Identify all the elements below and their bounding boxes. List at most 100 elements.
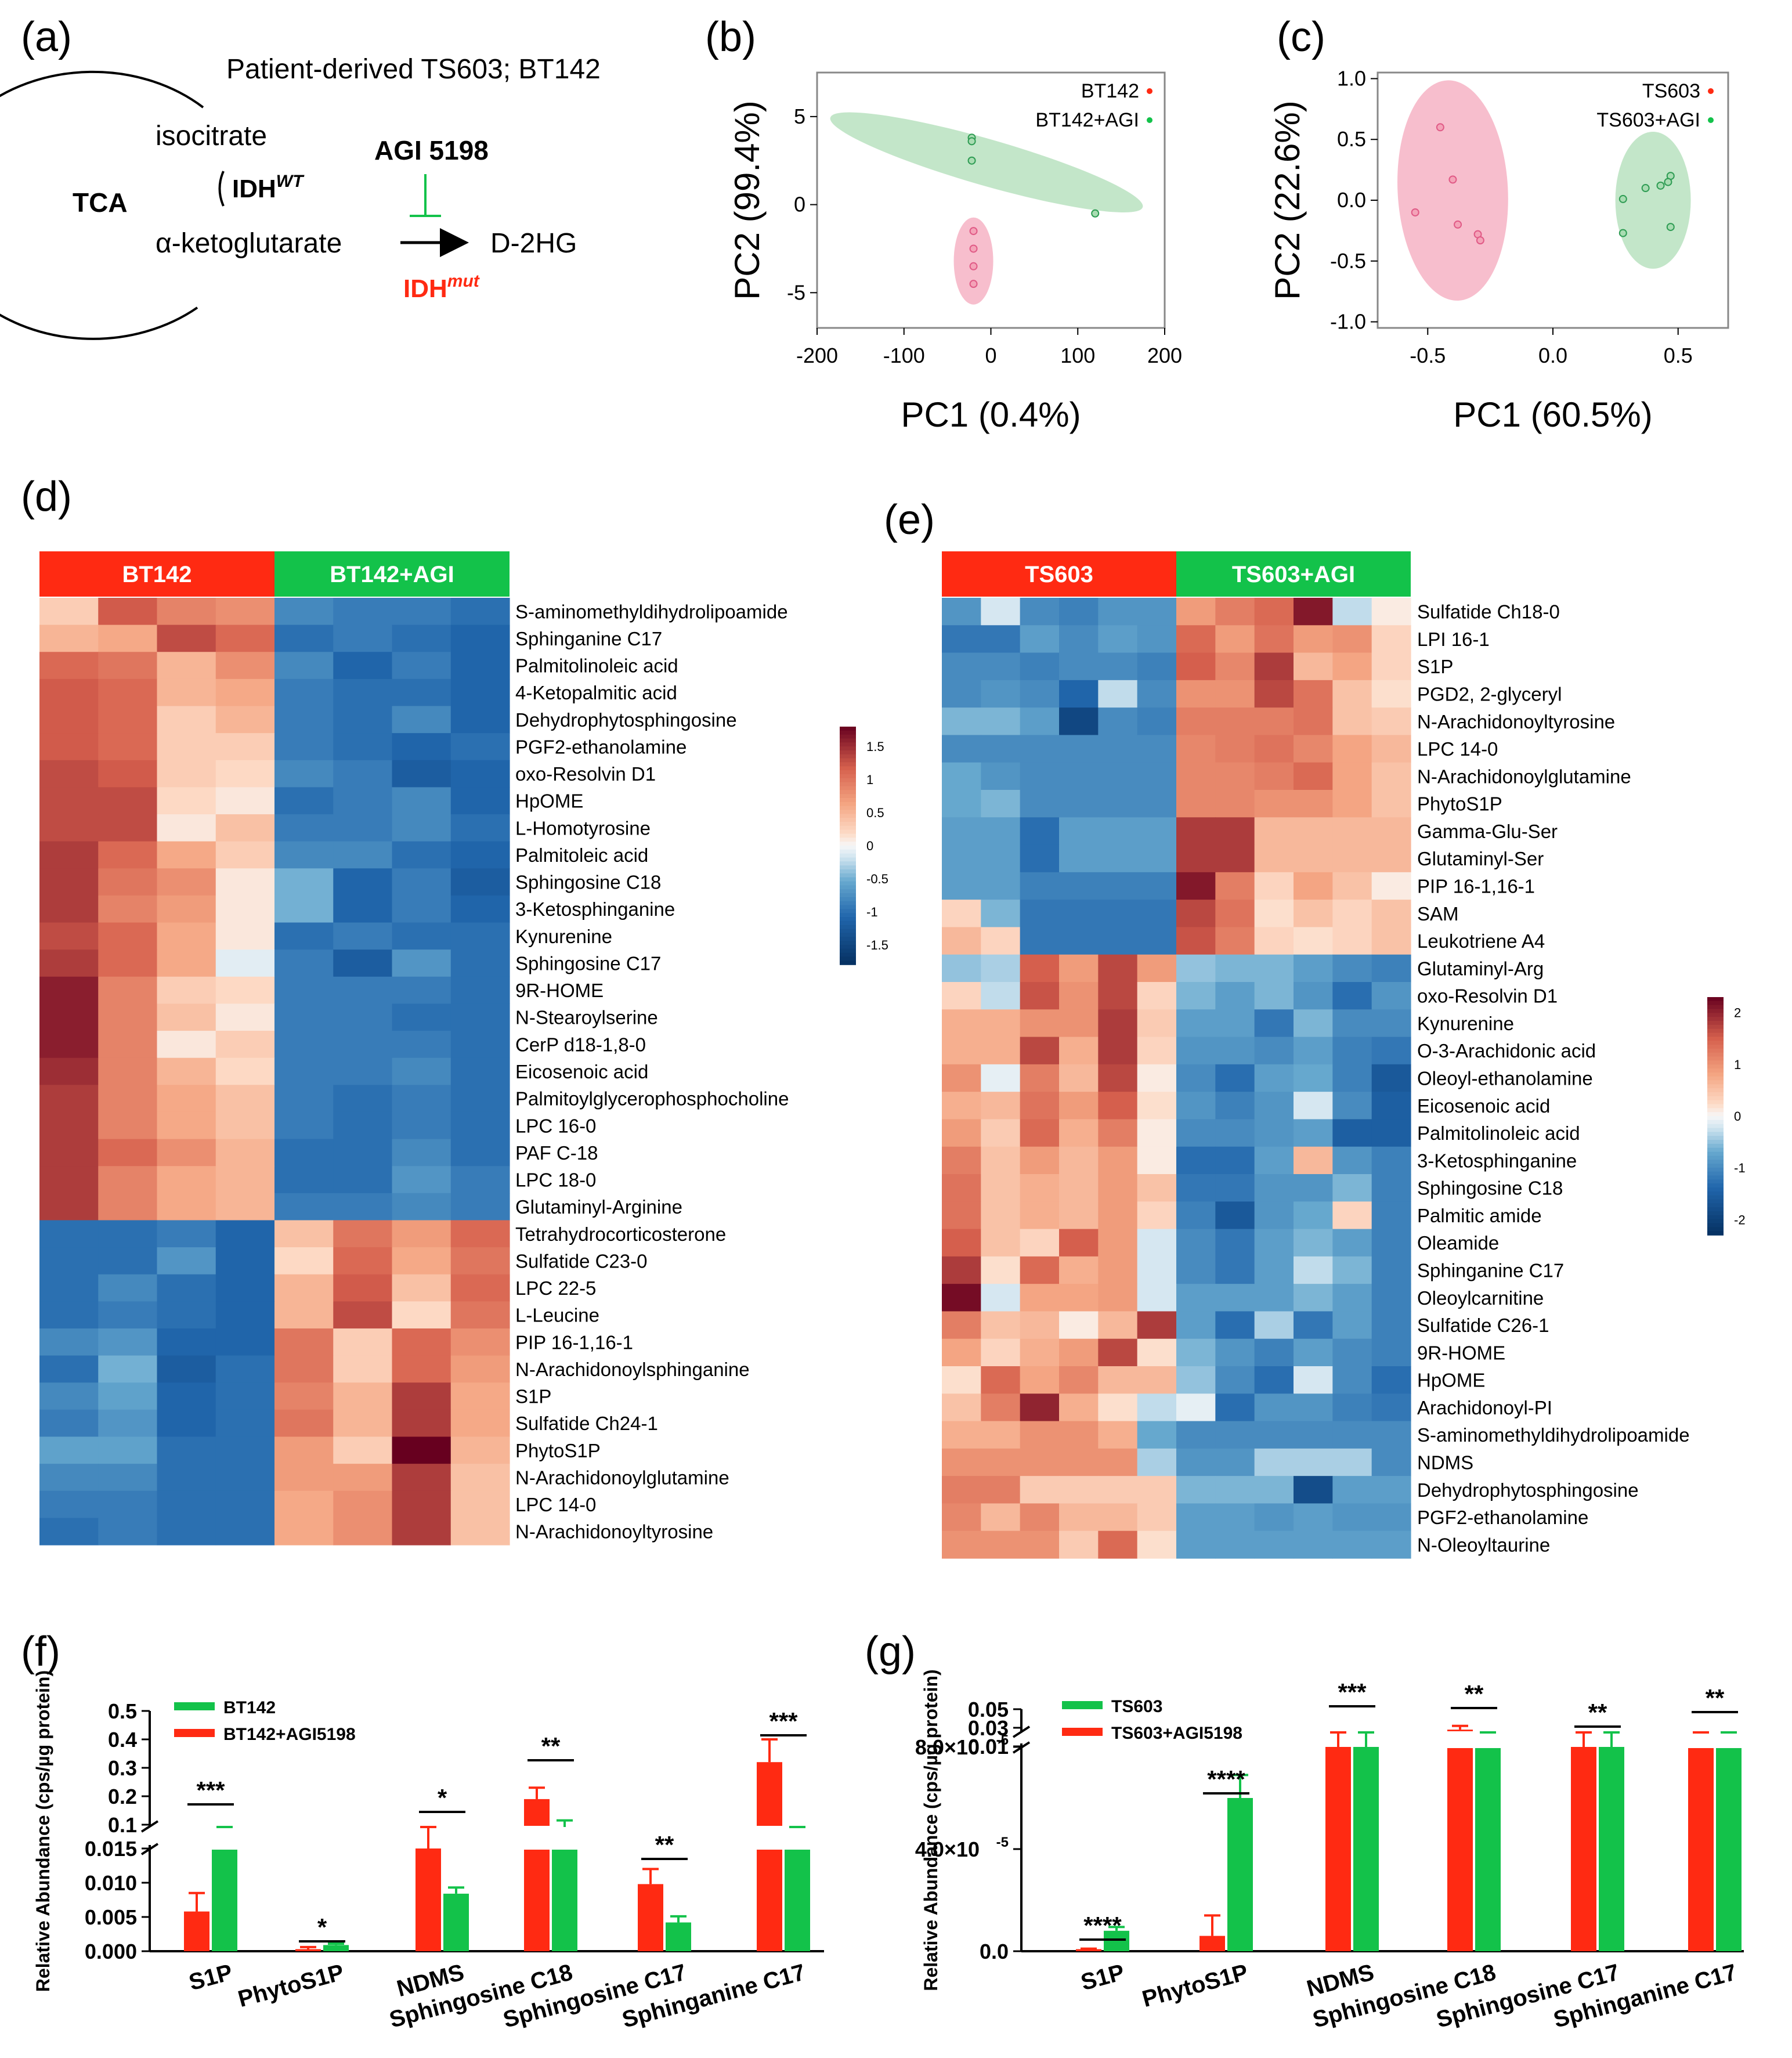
heatmap-cell bbox=[1020, 1503, 1060, 1532]
heatmap-cell bbox=[1137, 927, 1177, 955]
heatmap-cell bbox=[942, 1037, 981, 1065]
heatmap-cell bbox=[98, 1301, 158, 1329]
heatmap-cell bbox=[215, 1436, 275, 1464]
heatmap-cell bbox=[1332, 1092, 1372, 1120]
heatmap-cell bbox=[1020, 872, 1060, 900]
colorbar-segment bbox=[1707, 1124, 1724, 1129]
heatmap-cell bbox=[1137, 900, 1177, 928]
heatmap-cell bbox=[333, 706, 393, 734]
heatmap-cell bbox=[1137, 1009, 1177, 1038]
heatmap-cell bbox=[1371, 1064, 1411, 1092]
heatmap-cell bbox=[1371, 1284, 1411, 1312]
row-label: Leukotriene A4 bbox=[1417, 930, 1545, 952]
colorbar-tick-label: 2 bbox=[1734, 1006, 1741, 1020]
heatmap-cell bbox=[1137, 954, 1177, 983]
heatmap-cell bbox=[1332, 1476, 1372, 1504]
heatmap-cell bbox=[981, 680, 1021, 708]
heatmap-cell bbox=[1059, 1393, 1099, 1422]
heatmap-cell bbox=[274, 1328, 334, 1356]
d2hg-label: D-2HG bbox=[490, 228, 577, 259]
heatmap-cell bbox=[981, 625, 1021, 653]
heatmap-cell bbox=[157, 1301, 216, 1329]
heatmap-cell bbox=[450, 787, 510, 815]
heatmap-cell bbox=[157, 1274, 216, 1302]
heatmap-cell bbox=[1176, 954, 1216, 983]
heatmap-cell bbox=[215, 598, 275, 626]
heatmap-cell bbox=[942, 1146, 981, 1175]
heatmap-cell bbox=[1059, 900, 1099, 928]
colorbar-tick-label: -0.5 bbox=[866, 872, 888, 886]
heatmap-cell bbox=[450, 733, 510, 761]
heatmap-cell bbox=[942, 954, 981, 983]
heatmap-cell bbox=[98, 814, 158, 842]
heatmap-cell bbox=[1294, 982, 1333, 1010]
row-label: PhytoS1P bbox=[1417, 793, 1502, 815]
heatmap-cell bbox=[1254, 872, 1294, 900]
colorbar-segment bbox=[840, 961, 856, 965]
y-tick-label: 0.5 bbox=[108, 1699, 137, 1723]
heatmap-cell bbox=[1294, 954, 1333, 983]
heatmap-cell bbox=[981, 762, 1021, 790]
heatmap-cell bbox=[39, 1057, 99, 1085]
heatmap-cell bbox=[39, 1355, 99, 1383]
heatmap-cell bbox=[1371, 1119, 1411, 1147]
colorbar-segment bbox=[1707, 1084, 1724, 1089]
heatmap-cell bbox=[981, 598, 1021, 626]
pathway-title: Patient-derived TS603; BT142 bbox=[226, 54, 601, 85]
colorbar-segment bbox=[840, 885, 856, 890]
agi-inhibitor-label: AGI 5198 bbox=[374, 135, 489, 165]
heatmap-cell bbox=[215, 1003, 275, 1031]
x-tick-label: 100 bbox=[1060, 344, 1095, 367]
heatmap-e: TS603 TS603+AGI Sulfatide Ch18-0 LPI 16-1 S1… bbox=[942, 551, 1746, 1559]
heatmap-cell bbox=[1059, 1092, 1099, 1120]
heatmap-cell bbox=[333, 1220, 393, 1248]
heatmap-cell bbox=[1059, 735, 1099, 763]
axis-break-mark bbox=[140, 1820, 159, 1833]
colorbar-segment bbox=[840, 810, 856, 815]
heatmap-cell bbox=[157, 1328, 216, 1356]
heatmap-cell bbox=[1176, 652, 1216, 681]
heatmap-cell bbox=[392, 1085, 451, 1113]
colorbar-segment bbox=[840, 941, 856, 945]
heatmap-cell bbox=[1215, 1037, 1255, 1065]
heatmap-cell bbox=[1294, 1366, 1333, 1394]
heatmap-cell bbox=[392, 1301, 451, 1329]
heatmap-cell bbox=[157, 760, 216, 788]
heatmap-cell bbox=[1254, 1284, 1294, 1312]
heatmap-cell bbox=[1176, 1092, 1216, 1120]
x-tick-label: -100 bbox=[883, 344, 925, 367]
heatmap-cell bbox=[1254, 954, 1294, 983]
heatmap-cell bbox=[942, 762, 981, 790]
heatmap-cell bbox=[981, 1393, 1021, 1422]
heatmap-cell bbox=[942, 1201, 981, 1230]
heatmap-cell bbox=[1059, 1338, 1099, 1367]
heatmap-cell bbox=[215, 706, 275, 734]
colorbar-segment bbox=[840, 758, 856, 763]
colorbar-segment bbox=[840, 730, 856, 735]
heatmap-cell bbox=[1137, 1503, 1177, 1532]
heatmap-cell bbox=[942, 790, 981, 818]
bar bbox=[1325, 1747, 1351, 1951]
x-category-label: S1P bbox=[1078, 1959, 1127, 1995]
heatmap-cell bbox=[1020, 735, 1060, 763]
heatmap-cell bbox=[1098, 1448, 1138, 1476]
heatmap-cell bbox=[333, 1490, 393, 1518]
heatmap-cell bbox=[1254, 1174, 1294, 1202]
heatmap-cell bbox=[215, 1111, 275, 1140]
heatmap-cell bbox=[1059, 707, 1099, 736]
row-label: Sphinganine C17 bbox=[515, 628, 662, 649]
row-label: LPC 14-0 bbox=[1417, 738, 1498, 760]
heatmap-cell bbox=[1215, 1284, 1255, 1312]
heatmap-cell bbox=[450, 1518, 510, 1546]
heatmap-cell bbox=[98, 1247, 158, 1275]
heatmap-cell bbox=[1215, 1256, 1255, 1284]
heatmap-cell bbox=[1371, 1421, 1411, 1449]
heatmap-cell bbox=[450, 814, 510, 842]
heatmap-cell bbox=[1294, 1146, 1333, 1175]
bar-break-gap bbox=[783, 1826, 811, 1850]
heatmap-cell bbox=[1294, 1393, 1333, 1422]
significance-stars: ** bbox=[655, 1831, 674, 1858]
heatmap-cell bbox=[1098, 1201, 1138, 1230]
heatmap-cell bbox=[942, 1421, 981, 1449]
